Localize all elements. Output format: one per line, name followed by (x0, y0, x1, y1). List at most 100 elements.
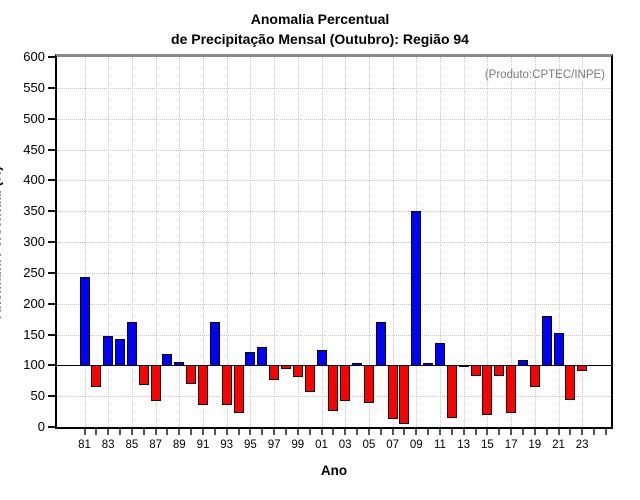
x-tick-label: 87 (149, 439, 162, 451)
h-gridline (57, 118, 611, 120)
y-axis-label: Anomalia Percentual (%) (0, 166, 4, 319)
bar-10 (423, 362, 434, 367)
y-tick-label: 500 (23, 110, 45, 126)
bar-19 (529, 365, 540, 387)
h-gridline (57, 180, 611, 182)
v-gridline (463, 57, 465, 427)
y-tick-label: 550 (23, 79, 45, 95)
x-tick (249, 429, 252, 435)
h-gridline (57, 211, 611, 213)
x-tick (581, 429, 584, 435)
v-gridline (226, 57, 228, 427)
chart-title: Anomalia Percentual de Precipitação Mens… (0, 9, 640, 49)
x-axis-label: Ano (320, 463, 348, 478)
bar-88 (162, 353, 173, 367)
y-tick-label: 600 (23, 49, 45, 64)
y-tick-label: 50 (30, 388, 45, 404)
y-tick-label: 400 (23, 172, 45, 188)
bar-05 (363, 365, 374, 404)
bar-03 (340, 365, 351, 402)
x-tick-label: 91 (196, 439, 210, 451)
bar-06 (375, 322, 386, 367)
bar-07 (387, 365, 398, 419)
h-gridline (57, 87, 611, 89)
x-tick (521, 429, 524, 435)
v-gridline (345, 57, 347, 427)
v-gridline (321, 57, 323, 427)
x-tick-label: 15 (480, 439, 494, 451)
x-tick-label: 07 (386, 439, 399, 451)
h-gridline (57, 242, 611, 243)
bar-89 (174, 361, 185, 367)
v-gridline (440, 57, 441, 427)
x-tick (95, 429, 98, 435)
bar-94 (233, 365, 244, 414)
x-tick (427, 429, 430, 435)
bar-20 (541, 316, 552, 367)
h-gridline (57, 149, 611, 151)
x-tick-label: 97 (267, 439, 281, 451)
x-tick (178, 429, 181, 435)
x-tick-label: 81 (78, 439, 91, 451)
bar-04 (352, 362, 363, 367)
x-tick (261, 429, 264, 435)
x-tick (593, 429, 596, 435)
x-tick (237, 429, 240, 435)
v-gridline (534, 57, 536, 427)
v-gridline (558, 57, 560, 427)
v-gridline (582, 57, 584, 427)
y-tick (48, 271, 55, 274)
x-tick (273, 429, 276, 435)
x-tick-label: 11 (434, 439, 446, 451)
v-gridline (274, 57, 276, 427)
x-tick (462, 429, 465, 435)
x-tick (107, 429, 110, 435)
x-tick (379, 429, 382, 435)
y-tick-label: 200 (23, 295, 45, 311)
bar-83 (103, 336, 114, 367)
bar-02 (328, 365, 339, 411)
x-tick (154, 429, 157, 435)
x-tick (498, 429, 501, 435)
y-tick-label: 0 (37, 419, 45, 434)
source-annotation: (Produto:CPTEC/INPE) (484, 69, 605, 81)
chart-title-line1: Anomalia Percentual (250, 11, 390, 27)
bar-09 (411, 211, 422, 367)
x-tick-label: 13 (457, 439, 471, 451)
x-tick (225, 429, 228, 435)
bar-14 (470, 365, 481, 377)
x-tick (557, 429, 560, 435)
bar-00 (304, 365, 315, 393)
y-tick-label: 100 (23, 357, 45, 373)
x-tick (604, 429, 607, 435)
x-tick-label: 85 (125, 439, 139, 451)
v-gridline (511, 57, 513, 427)
x-tick-label: 93 (220, 439, 234, 451)
v-gridline (297, 57, 299, 427)
x-tick (166, 429, 169, 435)
x-tick-label: 03 (338, 439, 352, 451)
x-tick (439, 429, 441, 435)
x-tick-label: 89 (172, 439, 186, 451)
x-tick (450, 429, 453, 435)
x-tick-label: 21 (552, 439, 565, 451)
x-tick (142, 429, 145, 435)
x-tick (344, 429, 347, 435)
bar-98 (280, 365, 291, 369)
x-tick (486, 429, 489, 435)
h-gridline (57, 334, 611, 336)
x-tick (130, 429, 133, 435)
h-gridline (57, 303, 611, 305)
x-tick (510, 429, 513, 435)
v-gridline (392, 57, 394, 427)
x-tick (119, 429, 122, 435)
bar-81 (79, 277, 90, 367)
bar-86 (138, 365, 149, 385)
y-tick-label: 350 (23, 203, 45, 219)
x-tick (284, 429, 287, 435)
x-tick (403, 429, 406, 435)
x-tick-label: 01 (315, 439, 328, 451)
bar-17 (506, 365, 517, 413)
bar-21 (553, 333, 564, 367)
